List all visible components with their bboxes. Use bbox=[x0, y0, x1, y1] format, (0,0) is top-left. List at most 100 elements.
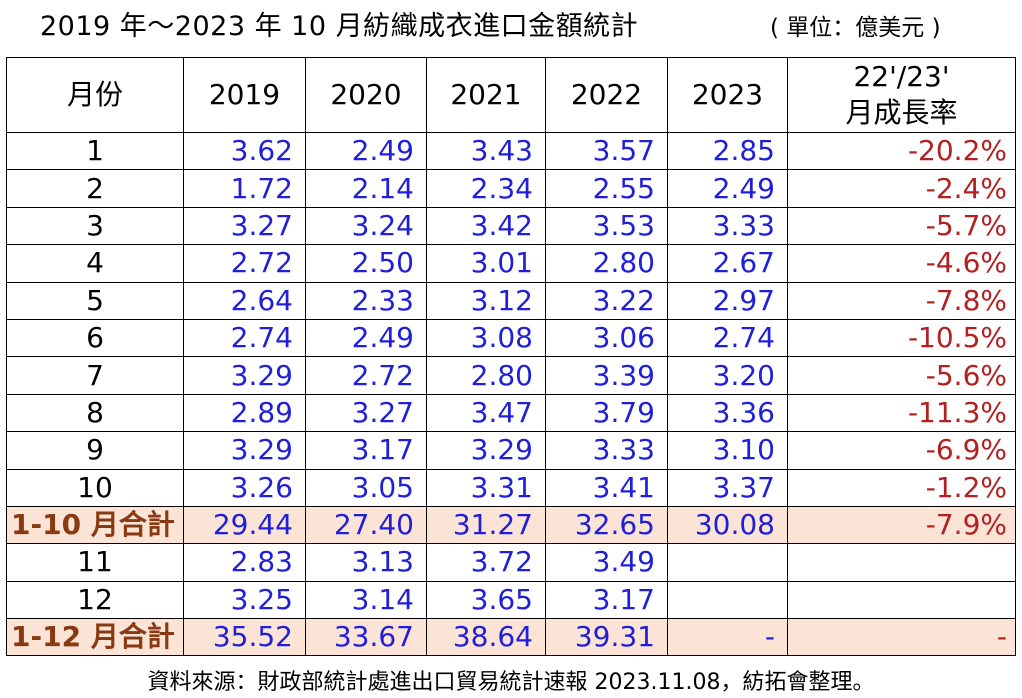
header-month: 月份 bbox=[6, 57, 184, 133]
page-title: 2019 年～2023 年 10 月紡織成衣進口金額統計 bbox=[40, 11, 639, 42]
month-cell: 7 bbox=[6, 356, 184, 395]
value-2020-cell: 2.14 bbox=[305, 169, 427, 208]
value-2019-cell: 3.25 bbox=[183, 580, 306, 620]
value-2023-cell bbox=[667, 580, 788, 620]
value-2023-cell: 3.36 bbox=[667, 393, 788, 433]
month-cell: 1 bbox=[6, 131, 184, 171]
value-2020-cell: 3.14 bbox=[305, 580, 427, 620]
growth-cell: - bbox=[787, 618, 1016, 657]
value-2023-cell: - bbox=[667, 618, 788, 657]
table-row: 12 3.25 3.14 3.65 3.17 bbox=[6, 580, 1016, 620]
value-2023-cell: 2.85 bbox=[667, 131, 788, 171]
month-cell: 8 bbox=[6, 393, 184, 433]
value-2020-cell: 3.13 bbox=[305, 543, 427, 582]
value-2022-cell: 39.31 bbox=[545, 618, 668, 657]
table-row: 10 3.26 3.05 3.31 3.41 3.37 -1.2% bbox=[6, 468, 1016, 507]
value-2022-cell: 3.22 bbox=[545, 281, 668, 320]
summary-row: 1-10 月合計 29.44 27.40 31.27 32.65 30.08 -7.9% bbox=[6, 505, 1016, 545]
table-row: 7 3.29 2.72 2.80 3.39 3.20 -5.6% bbox=[6, 356, 1016, 395]
value-2022-cell: 3.57 bbox=[545, 131, 668, 171]
growth-cell: -4.6% bbox=[787, 244, 1016, 283]
value-2021-cell: 3.65 bbox=[426, 580, 546, 620]
value-2020-cell: 2.49 bbox=[305, 131, 427, 171]
month-cell: 4 bbox=[6, 244, 184, 283]
value-2020-cell: 2.50 bbox=[305, 244, 427, 283]
value-2019-cell: 29.44 bbox=[183, 505, 306, 545]
month-cell: 1-10 月合計 bbox=[6, 505, 184, 545]
source-note: 資料來源：財政部統計處進出口貿易統計速報 2023.11.08，紡拓會整理。 bbox=[147, 670, 875, 695]
value-2020-cell: 27.40 bbox=[305, 505, 427, 545]
value-2022-cell: 3.41 bbox=[545, 468, 668, 507]
value-2023-cell: 2.49 bbox=[667, 169, 788, 208]
value-2022-cell: 2.80 bbox=[545, 244, 668, 283]
value-2019-cell: 35.52 bbox=[183, 618, 306, 657]
title-row: 2019 年～2023 年 10 月紡織成衣進口金額統計 ( 單位：億美元 ) bbox=[40, 4, 1000, 48]
value-2019-cell: 3.62 bbox=[183, 131, 306, 171]
value-2023-cell: 30.08 bbox=[667, 505, 788, 545]
value-2023-cell bbox=[667, 543, 788, 582]
value-2022-cell: 3.33 bbox=[545, 431, 668, 470]
summary-row: 1-12 月合計 35.52 33.67 38.64 39.31- - bbox=[6, 618, 1016, 657]
month-cell: 3 bbox=[6, 206, 184, 246]
value-2023-cell: 3.10 bbox=[667, 431, 788, 470]
import-table: 月份 2019 2020 2021 2022 2023 22'/23' 月成長率… bbox=[6, 57, 1016, 657]
value-2022-cell: 3.49 bbox=[545, 543, 668, 582]
value-2019-cell: 3.29 bbox=[183, 356, 306, 395]
value-2021-cell: 3.47 bbox=[426, 393, 546, 433]
header-2021: 2021 bbox=[426, 57, 546, 133]
month-cell: 9 bbox=[6, 431, 184, 470]
value-2019-cell: 2.89 bbox=[183, 393, 306, 433]
table-row: 8 2.89 3.27 3.47 3.79 3.36 -11.3% bbox=[6, 393, 1016, 433]
table-row: 4 2.72 2.50 3.01 2.80 2.67 -4.6% bbox=[6, 244, 1016, 283]
value-2023-cell: 2.74 bbox=[667, 318, 788, 358]
value-2023-cell: 3.33 bbox=[667, 206, 788, 246]
table-row: 11 2.83 3.13 3.72 3.49 bbox=[6, 543, 1016, 582]
table-row: 2 1.72 2.14 2.34 2.55 2.49 -2.4% bbox=[6, 169, 1016, 208]
value-2022-cell: 3.53 bbox=[545, 206, 668, 246]
header-2022: 2022 bbox=[545, 57, 668, 133]
value-2023-cell: 3.20 bbox=[667, 356, 788, 395]
value-2019-cell: 2.72 bbox=[183, 244, 306, 283]
month-cell: 5 bbox=[6, 281, 184, 320]
value-2023-cell: 3.37 bbox=[667, 468, 788, 507]
header-growth-line2: 月成長率 bbox=[845, 96, 958, 129]
growth-cell: -10.5% bbox=[787, 318, 1016, 358]
value-2022-cell: 32.65 bbox=[545, 505, 668, 545]
growth-cell: -5.7% bbox=[787, 206, 1016, 246]
value-2019-cell: 2.74 bbox=[183, 318, 306, 358]
growth-cell: -1.2% bbox=[787, 468, 1016, 507]
growth-cell: -7.8% bbox=[787, 281, 1016, 320]
growth-cell bbox=[787, 543, 1016, 582]
value-2021-cell: 2.80 bbox=[426, 356, 546, 395]
month-cell: 2 bbox=[6, 169, 184, 208]
month-cell: 12 bbox=[6, 580, 184, 620]
header-2020: 2020 bbox=[305, 57, 427, 133]
value-2022-cell: 3.06 bbox=[545, 318, 668, 358]
value-2019-cell: 1.72 bbox=[183, 169, 306, 208]
value-2021-cell: 3.42 bbox=[426, 206, 546, 246]
value-2022-cell: 3.39 bbox=[545, 356, 668, 395]
header-2019: 2019 bbox=[183, 57, 306, 133]
value-2020-cell: 2.49 bbox=[305, 318, 427, 358]
value-2020-cell: 3.24 bbox=[305, 206, 427, 246]
value-2019-cell: 3.26 bbox=[183, 468, 306, 507]
header-2023: 2023 bbox=[667, 57, 788, 133]
table-row: 6 2.74 2.49 3.08 3.06 2.74 -10.5% bbox=[6, 318, 1016, 358]
value-2020-cell: 33.67 bbox=[305, 618, 427, 657]
table-row: 9 3.29 3.17 3.29 3.33 3.10 -6.9% bbox=[6, 431, 1016, 470]
value-2021-cell: 2.34 bbox=[426, 169, 546, 208]
header-growth-line1: 22'/23' bbox=[853, 60, 950, 93]
month-cell: 1-12 月合計 bbox=[6, 618, 184, 657]
value-2022-cell: 2.55 bbox=[545, 169, 668, 208]
value-2020-cell: 2.72 bbox=[305, 356, 427, 395]
growth-cell: -20.2% bbox=[787, 131, 1016, 171]
growth-cell bbox=[787, 580, 1016, 620]
value-2021-cell: 3.01 bbox=[426, 244, 546, 283]
growth-cell: -7.9% bbox=[787, 505, 1016, 545]
month-cell: 6 bbox=[6, 318, 184, 358]
value-2020-cell: 3.05 bbox=[305, 468, 427, 507]
value-2020-cell: 2.33 bbox=[305, 281, 427, 320]
value-2021-cell: 3.31 bbox=[426, 468, 546, 507]
value-2022-cell: 3.79 bbox=[545, 393, 668, 433]
value-2019-cell: 2.83 bbox=[183, 543, 306, 582]
